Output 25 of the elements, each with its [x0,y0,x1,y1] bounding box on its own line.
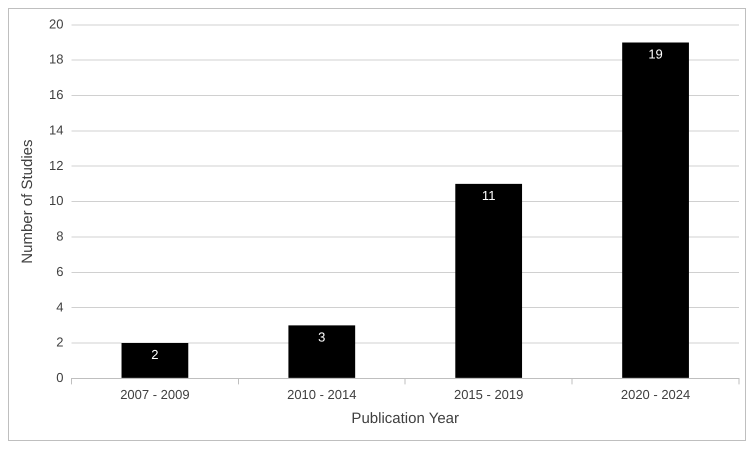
y-tick-label: 2 [56,334,64,350]
x-tick-label: 2015 - 2019 [454,386,524,402]
data-label: 19 [648,46,663,62]
x-tick-label: 2007 - 2009 [120,386,190,402]
y-tick-label: 18 [48,52,64,67]
y-tick-label: 12 [48,158,64,173]
x-tick-label: 2010 - 2014 [287,386,356,402]
data-label: 2 [151,347,159,362]
data-label: 11 [482,188,496,203]
y-tick-label: 20 [48,16,64,32]
x-tick-label: 2020 - 2024 [620,386,690,402]
y-tick-label: 16 [48,87,64,102]
bar [622,42,689,378]
y-tick-label: 0 [56,370,64,385]
y-tick-label: 4 [56,299,64,314]
y-tick-label: 10 [48,193,64,208]
x-axis-title: Publication Year [351,410,460,428]
data-label: 3 [318,329,326,344]
y-tick-label: 8 [56,228,64,244]
bar [122,343,188,378]
y-tick-label: 14 [48,122,64,138]
bar [288,325,356,378]
bar [455,184,522,378]
y-axis-title: Number of Studies [19,139,36,264]
y-tick-label: 6 [56,264,64,279]
